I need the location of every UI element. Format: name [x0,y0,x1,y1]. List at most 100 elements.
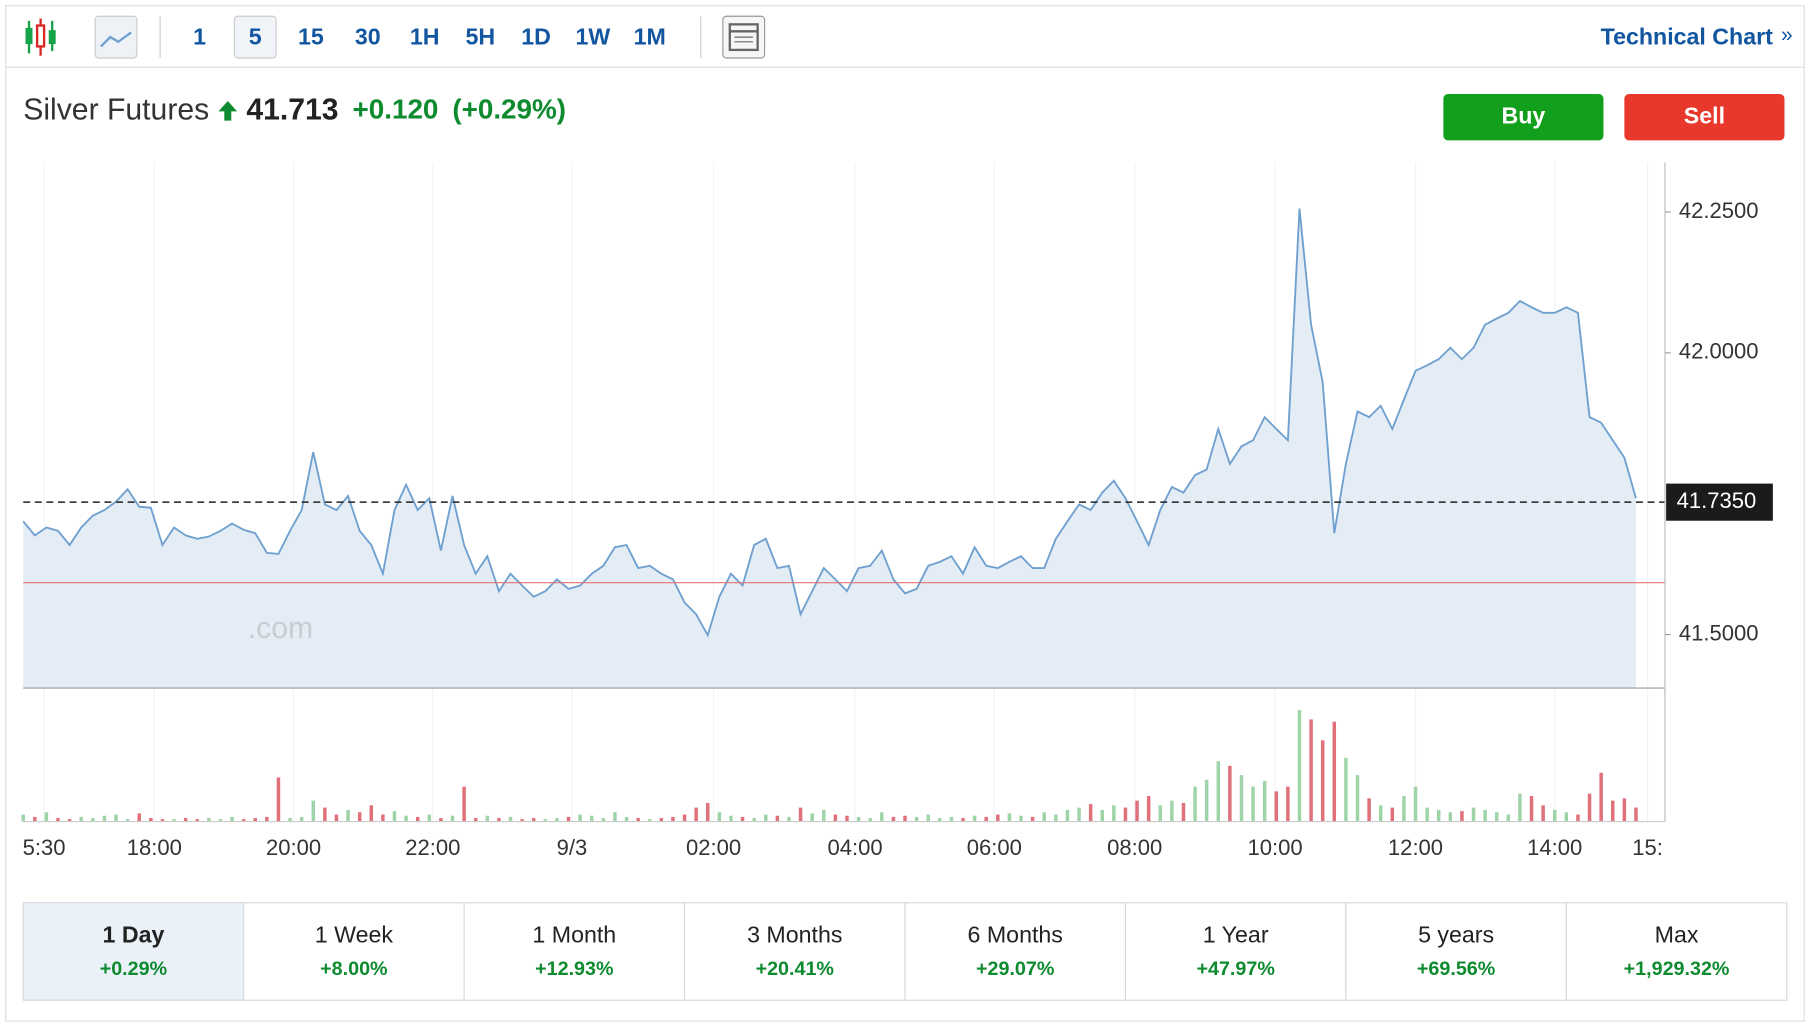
period-tab[interactable] [1565,902,1788,1001]
period-label[interactable]: 6 Months [968,922,1063,948]
interval[interactable]: 5 [249,23,262,49]
volume-bar [717,812,722,822]
volume-bar [1204,779,1209,822]
volume-bar [1007,813,1012,822]
period-tab[interactable] [243,902,465,1001]
interval[interactable]: 1H [410,23,440,49]
volume-bar [1471,807,1476,822]
buy-button[interactable] [1443,93,1604,141]
period-change[interactable]: +29.07% [976,958,1055,980]
volume-bar [21,814,25,822]
volume-bar [903,815,907,822]
volume-bar [253,818,257,822]
volume-bar [265,816,269,822]
volume-bar [1367,798,1371,822]
buy-label[interactable]: Buy [1502,102,1546,128]
volume-bar [1634,807,1638,822]
volume-bar [1390,807,1395,822]
period-change[interactable]: +20.41% [756,958,835,980]
period-label[interactable]: 1 Day [102,922,164,948]
period-label[interactable]: 1 Year [1203,922,1269,948]
period-change[interactable]: +1,929.32% [1624,958,1730,980]
line-icon[interactable] [94,15,138,59]
period-change[interactable]: +0.29% [100,958,168,980]
y-tick-label: 42.2500 [1679,198,1759,223]
period-label[interactable]: 1 Month [532,922,616,948]
volume-bar [1587,793,1592,822]
x-tick-label: 10:00 [1248,835,1303,860]
volume-bar [1309,719,1313,822]
interval[interactable]: 5H [466,23,496,49]
volume-bar [589,815,594,822]
volume-bar [323,807,327,822]
volume-bar [1483,809,1487,822]
period-tab[interactable] [683,902,906,1001]
x-tick-label: 9/3 [557,835,588,860]
volume-bar [1112,805,1116,822]
interval[interactable]: 1M [634,23,666,49]
change: +0.120 [353,94,439,125]
volume-bar [822,809,826,822]
volume-bar [648,819,652,822]
volume-bar [1320,740,1325,822]
volume-bar [241,819,246,822]
volume-bar [357,812,362,822]
volume-bar [1611,800,1615,822]
volume-bar [856,816,861,822]
volume-bar [462,786,466,822]
interval[interactable]: 1W [576,23,611,49]
volume-bar [334,814,339,822]
period-tab[interactable] [904,902,1127,1001]
sell-label[interactable]: Sell [1684,102,1725,128]
interval[interactable]: 1D [521,23,551,49]
volume-bar [1436,809,1441,822]
volume-bar [427,814,432,822]
x-tick-label: 04:00 [828,835,883,860]
period-tab[interactable] [1124,902,1347,1001]
volume-bar [1297,710,1302,822]
volume-bar [415,816,420,822]
sell-button[interactable] [1624,93,1785,141]
period-change[interactable]: +8.00% [320,958,388,980]
y-tick-label: 42.0000 [1679,339,1759,364]
y-tick-label: 41.5000 [1679,620,1759,645]
volume-bar [137,813,141,822]
volume-bar [91,818,95,822]
interval[interactable]: 15 [298,23,324,49]
volume-bar [149,818,153,822]
last-price-box [1666,483,1773,521]
layout-icon[interactable] [722,15,766,59]
volume-bar [729,815,733,822]
period-label[interactable]: 5 years [1418,922,1494,948]
volume-bar [671,816,675,822]
x-tick-label: 20:00 [266,835,321,860]
volume-bar [450,815,455,822]
candle-icon[interactable] [25,18,56,56]
volume-bar [1494,812,1499,822]
period-tab[interactable] [1345,902,1567,1001]
period-label[interactable]: Max [1655,922,1699,948]
interval[interactable]: 1 [193,23,206,49]
period-change[interactable]: +12.93% [535,958,614,980]
volume-bar [1216,761,1221,822]
volume-bar [1529,795,1534,822]
period-label[interactable]: 3 Months [747,922,842,948]
volume-bar [1135,800,1139,822]
volume-bar [44,812,49,822]
volume-bar [880,812,884,822]
volume-bar [1158,805,1162,822]
technical-chart-link[interactable]: Technical Chart [1601,23,1774,49]
volume-bar [346,809,350,822]
period-tab[interactable] [463,902,686,1001]
period-tab[interactable] [22,902,245,1001]
x-tick-label: 18:00 [127,835,182,860]
period-change[interactable]: +47.97% [1196,958,1275,980]
volume-bar [1088,804,1093,822]
period-change[interactable]: +69.56% [1417,958,1496,980]
interval[interactable]: 30 [355,23,381,49]
volume-bar [682,814,687,822]
period-label[interactable]: 1 Week [315,922,394,948]
volume-bar [114,814,118,822]
watermark-suffix: .com [248,612,313,645]
volume-bar [613,812,617,822]
